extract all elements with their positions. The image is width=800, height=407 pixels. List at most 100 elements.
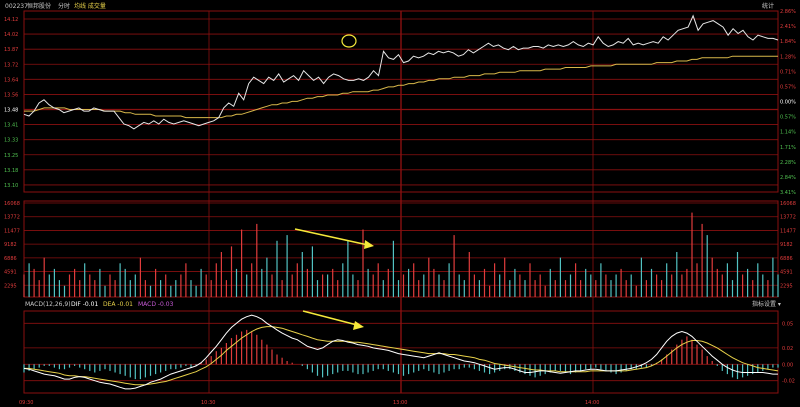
macd-bar [569,364,572,375]
indicator-settings[interactable]: 指标设置 ▾ [752,300,781,308]
macd-bar [438,364,440,375]
volume-bar [357,280,359,297]
volume-bar [519,274,521,297]
volume-bar [205,274,207,297]
volume-bar [185,263,187,298]
volume-bar [190,280,192,297]
volume-bar [559,257,561,297]
macd-bar [382,364,384,370]
macd-bar [367,364,369,373]
volume-tick-right: 11477 [780,228,796,234]
macd-axis-labels: 0.05 0.02 0.00 -0.02 [782,321,795,384]
price-tick: 13.56 [4,92,18,98]
volume-bar [165,274,167,297]
price-tick: 13.64 [4,77,18,83]
macd-bar [645,364,647,368]
volume-bar [650,268,653,297]
price-tick: 13.41 [4,123,18,129]
volume-bar [453,235,455,297]
volume-bar [327,274,329,297]
volume-bar [483,268,486,297]
volume-bar [585,268,587,297]
percent-tick: 2.84% [780,175,796,181]
macd-bar [129,364,131,378]
volume-tick: 13772 [4,215,20,221]
volume-bar [661,280,663,297]
volume-arrow [294,228,369,246]
macd-histogram [23,329,779,380]
volume-bar [114,280,116,297]
volume-bar [397,280,400,297]
volume-bar [337,280,339,297]
volume-bar [752,280,754,297]
volume-tick: 11477 [4,228,20,234]
macd-bar [433,364,435,373]
volume-bar [610,280,612,297]
dif-value: DIF -0.01 [71,301,98,308]
volume-bar [134,274,136,297]
volume-bar [170,285,172,298]
macd-bar [747,364,749,376]
macd-bar [595,364,597,368]
macd-bar [564,364,567,373]
macd-bar [337,364,339,373]
macd-bar [271,349,273,365]
volume-bar [423,274,425,297]
volume-bar [94,280,96,297]
volume-bar [124,268,126,297]
macd-bar [428,364,430,371]
volume-bar [524,280,526,297]
macd-bar [170,364,172,370]
percent-axis-labels: 2.86% 2.41% 1.84% 1.28% 0.71% 0.57% 0.00% 0.57%… [780,9,796,196]
macd-bar [322,364,324,378]
macd-tick: 0.02 [782,346,793,352]
volume-bar [726,263,728,298]
price-tick: 14.12 [4,17,18,23]
macd-bar [640,364,642,368]
volume-bar [286,235,288,297]
volume-bar [640,257,642,297]
volume-bar [554,280,556,297]
volume-bar [362,229,364,297]
volume-bar [261,268,263,297]
volume-bar [195,285,197,298]
volume-bar [711,257,713,297]
volume-tick-right: 4591 [780,270,793,276]
stats-link[interactable]: 统计 [762,2,774,10]
volume-bar [686,268,688,297]
volume-bar [256,223,258,297]
volume-bar [448,263,450,298]
volume-bar [377,263,379,298]
macd-bar [757,364,759,373]
macd-bar [180,364,182,368]
percent-tick: 2.86% [780,9,796,15]
macd-bar [215,351,217,365]
macd-bar [58,364,60,370]
volume-tick-right: 9182 [780,242,793,248]
volume-bar [225,280,227,297]
volume-bars [23,212,779,298]
time-axis-labels: 09:30 10:30 13:00 14:00 [19,400,599,406]
price-tick: 13.72 [4,62,18,68]
macd-bar [342,364,344,371]
macd-bar [473,364,475,370]
macd-bar [149,364,152,376]
macd-bar [266,344,268,365]
volume-tick-right: 2295 [780,283,793,289]
macd-bar [28,364,30,371]
stock-code: 002237 [5,3,28,10]
price-tick: 13.48 [4,108,18,114]
volume-bar [499,274,501,297]
macd-bar [185,364,187,366]
macd-bar [600,364,602,370]
macd-bar [175,364,177,370]
volume-tick: 2295 [4,283,17,289]
macd-bar [630,364,632,370]
macd-bar [220,347,222,365]
volume-bar [220,252,222,297]
chart-mode[interactable]: 分时 [58,2,70,10]
volume-bar [656,274,658,297]
volume-bar [473,274,475,297]
macd-bar [499,364,501,371]
macd-bar [109,364,111,371]
